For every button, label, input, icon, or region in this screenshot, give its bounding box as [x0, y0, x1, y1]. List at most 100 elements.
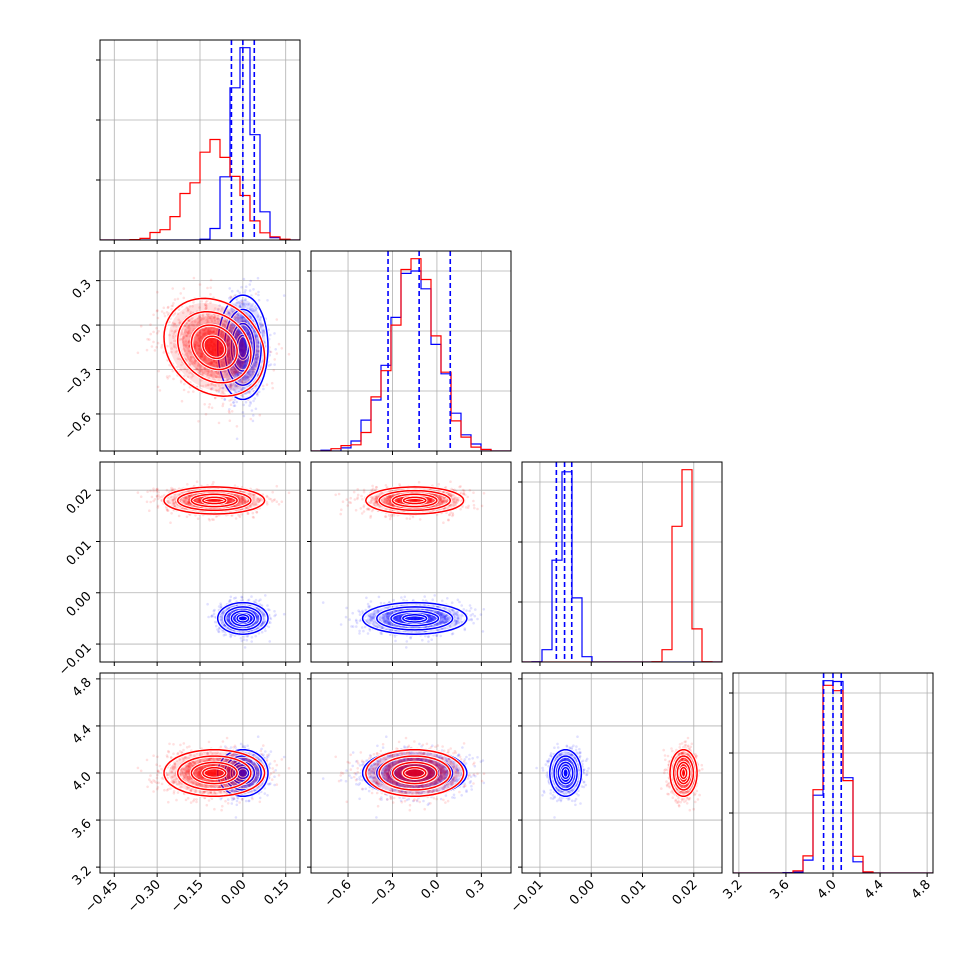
scatter-point: [199, 331, 202, 335]
scatter-point: [196, 351, 199, 355]
scatter-point: [242, 365, 246, 369]
scatter-point: [261, 621, 265, 625]
scatter-point: [206, 333, 209, 336]
scatter-point: [202, 356, 206, 359]
scatter-point: [240, 380, 244, 384]
scatter-point: [160, 346, 163, 349]
contour-blue: [223, 308, 262, 386]
scatter-point: [184, 345, 188, 348]
scatter-point: [236, 371, 240, 375]
density-blue: [237, 336, 248, 358]
scatter-point: [227, 617, 230, 620]
scatter-point: [256, 394, 259, 397]
scatter-point: [187, 331, 190, 335]
scatter-point: [228, 419, 232, 423]
scatter-point: [220, 364, 224, 367]
scatter-point: [220, 615, 224, 619]
scatter-point: [172, 334, 175, 338]
scatter-point: [170, 347, 173, 350]
scatter-point: [220, 615, 223, 618]
scatter-point: [251, 302, 255, 306]
scatter-point: [152, 340, 155, 344]
scatter-point: [185, 503, 189, 506]
scatter-point: [202, 371, 205, 375]
scatter-point: [254, 335, 257, 339]
scatter-point: [254, 613, 258, 616]
scatter-point: [232, 346, 236, 349]
scatter-point: [280, 347, 284, 350]
scatter-point: [234, 384, 238, 387]
scatter-point: [228, 501, 232, 504]
scatter-point: [200, 317, 204, 321]
scatter-point: [216, 316, 220, 320]
scatter-point: [229, 622, 232, 625]
scatter-point: [208, 316, 212, 320]
scatter-point: [256, 349, 260, 353]
scatter-point: [195, 333, 198, 336]
contour-red: [176, 311, 252, 384]
scatter-point: [239, 360, 242, 364]
scatter-point: [184, 502, 188, 506]
scatter-point: [186, 326, 190, 330]
scatter-point: [236, 329, 239, 332]
scatter-point: [241, 361, 244, 364]
scatter-point: [244, 400, 248, 404]
scatter-point: [196, 350, 200, 354]
scatter-point: [237, 362, 241, 366]
scatter-point: [242, 361, 245, 365]
scatter-point: [250, 304, 253, 308]
scatter-point: [176, 312, 180, 316]
scatter-point: [226, 339, 229, 343]
scatter-point: [171, 321, 175, 325]
scatter-point: [195, 343, 198, 346]
scatter-point: [149, 332, 152, 336]
scatter-point: [203, 332, 207, 336]
scatter-point: [229, 622, 232, 626]
scatter-point: [180, 399, 184, 403]
scatter-point: [259, 498, 263, 502]
scatter-point: [261, 384, 265, 388]
scatter-point: [184, 341, 188, 344]
scatter-point: [187, 500, 191, 503]
scatter-point: [198, 339, 202, 343]
scatter-point: [244, 302, 247, 306]
scatter-point: [187, 319, 191, 323]
scatter-point: [193, 344, 197, 347]
scatter-point: [226, 344, 229, 347]
scatter-point: [238, 360, 242, 363]
scatter-point: [162, 351, 165, 354]
scatter-point: [207, 405, 211, 409]
scatter-point: [240, 363, 243, 367]
scatter-point: [200, 336, 203, 340]
scatter-point: [224, 320, 228, 323]
scatter-point: [215, 375, 218, 379]
scatter-point: [233, 398, 236, 402]
scatter-point: [196, 517, 200, 520]
scatter-point: [245, 638, 249, 642]
scatter-point: [239, 365, 243, 368]
scatter-point: [236, 332, 239, 335]
scatter-point: [180, 338, 184, 341]
scatter-point: [235, 372, 238, 376]
scatter-point: [219, 332, 223, 336]
scatter-point: [253, 361, 257, 365]
scatter-point: [254, 334, 258, 337]
scatter-point: [210, 319, 214, 323]
scatter-point: [177, 514, 181, 518]
scatter-point: [241, 395, 245, 399]
scatter-point: [268, 364, 271, 367]
scatter-point: [237, 503, 240, 506]
scatter-point: [223, 370, 227, 373]
scatter-point: [240, 496, 244, 499]
scatter-point: [172, 502, 175, 506]
scatter-point: [254, 502, 257, 505]
scatter-point: [241, 498, 245, 502]
scatter-point: [187, 501, 191, 504]
scatter-point: [262, 330, 265, 333]
scatter-point: [228, 385, 232, 389]
scatter-point: [185, 330, 189, 334]
scatter-point: [221, 365, 225, 368]
scatter-point: [262, 613, 265, 617]
scatter-point: [263, 331, 266, 335]
scatter-point: [203, 303, 207, 306]
